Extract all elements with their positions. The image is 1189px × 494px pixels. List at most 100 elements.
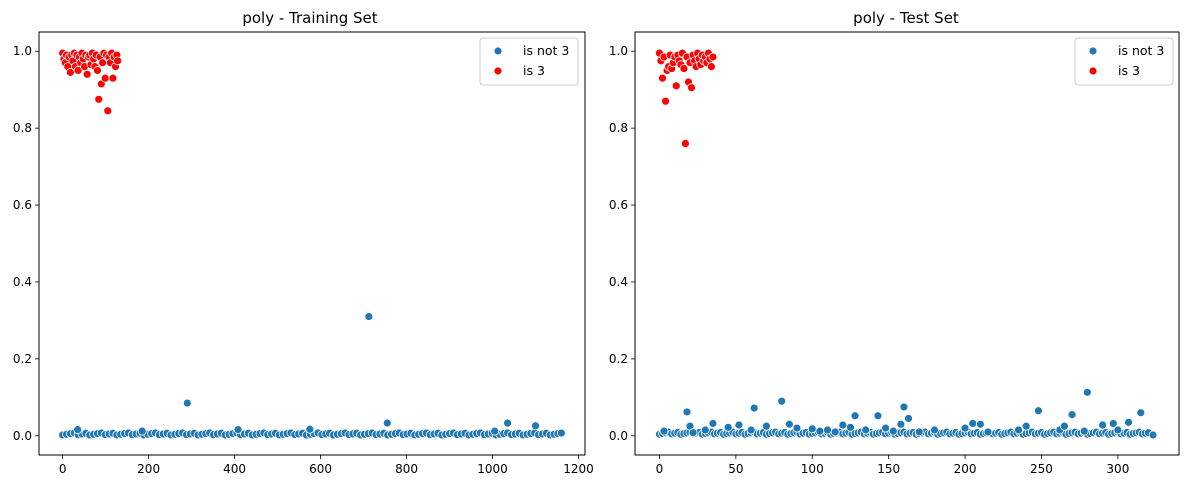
point-is-3 — [661, 96, 670, 106]
point-is-not-3 — [723, 422, 733, 432]
legend-marker-is-not-3 — [1088, 46, 1098, 56]
point-is-not-3 — [182, 398, 192, 408]
point-is-not-3 — [1014, 425, 1023, 435]
point-is-not-3 — [746, 425, 756, 435]
chart-training: poly - Training Set 0 200 400 600 800 1000 120… — [13, 9, 594, 476]
x-tick-label: 200 — [137, 462, 160, 476]
y-tick-label: 0.4 — [609, 275, 628, 289]
point-is-3 — [658, 73, 667, 83]
point-is-not-3 — [968, 419, 978, 428]
x-tick-label: 250 — [1030, 462, 1053, 476]
point-is-3 — [679, 64, 689, 73]
x-tick-label: 400 — [223, 462, 246, 476]
x-tick-label: 1200 — [563, 462, 594, 476]
plot-area — [655, 48, 1158, 440]
point-is-not-3 — [1079, 426, 1089, 436]
point-is-3 — [687, 83, 696, 93]
point-is-3 — [98, 58, 108, 68]
point-is-not-3 — [305, 424, 315, 434]
point-is-not-3 — [749, 403, 759, 413]
point-is-3 — [93, 66, 102, 75]
y-tick-label: 0.6 — [13, 198, 32, 212]
point-is-not-3 — [1082, 387, 1092, 397]
point-is-not-3 — [784, 419, 794, 429]
point-is-3 — [73, 66, 83, 75]
point-is-3 — [94, 94, 104, 104]
legend-frame — [479, 37, 579, 86]
chart-test: poly - Test Set 0 50 100 150 200 250 300 0.0 0.2… — [609, 9, 1180, 476]
plot-frame — [38, 31, 586, 456]
point-is-not-3 — [960, 423, 970, 433]
axes: 0 200 400 600 800 1000 1200 0.0 0.2 0.4 0.6 0.8 1.0 — [13, 44, 594, 476]
x-tick-label: 100 — [801, 462, 824, 476]
point-is-not-3 — [490, 426, 500, 436]
point-is-not-3 — [896, 419, 906, 429]
point-is-not-3 — [830, 427, 840, 437]
y-tick-label: 0.0 — [609, 429, 628, 443]
point-is-not-3 — [888, 426, 898, 436]
point-is-not-3 — [807, 424, 817, 434]
legend-marker-is-not-3 — [493, 46, 503, 56]
x-tick-label: 50 — [728, 462, 743, 476]
point-is-not-3 — [1148, 430, 1158, 440]
point-is-not-3 — [503, 418, 513, 428]
point-is-not-3 — [914, 427, 924, 437]
point-is-not-3 — [899, 402, 909, 412]
point-is-not-3 — [682, 407, 692, 417]
point-is-not-3 — [983, 427, 993, 437]
y-tick-label: 0.8 — [13, 121, 32, 135]
point-is-not-3 — [873, 411, 883, 421]
point-is-not-3 — [364, 312, 374, 321]
point-is-not-3 — [1059, 421, 1069, 431]
point-is-not-3 — [975, 419, 985, 429]
legend-label-is-not-3: is not 3 — [523, 43, 569, 58]
point-is-not-3 — [846, 422, 855, 432]
legend-label-is-3: is 3 — [1118, 63, 1140, 78]
x-tick-label: 1000 — [477, 462, 508, 476]
y-tick-label: 1.0 — [13, 44, 32, 58]
point-is-not-3 — [137, 426, 147, 436]
point-is-not-3 — [1136, 408, 1146, 418]
point-is-not-3 — [688, 428, 698, 438]
point-is-not-3 — [1034, 406, 1043, 416]
point-is-3 — [707, 62, 716, 72]
point-is-not-3 — [659, 426, 669, 436]
legend-marker-is-3 — [1088, 66, 1098, 76]
x-tick-label: 0 — [656, 462, 664, 476]
x-tick-label: 0 — [59, 462, 67, 476]
y-tick-label: 0.0 — [13, 429, 32, 443]
x-tick-label: 200 — [954, 462, 977, 476]
point-is-not-3 — [904, 414, 913, 423]
point-is-not-3 — [531, 421, 540, 431]
chart-title: poly - Training Set — [242, 9, 377, 27]
point-is-3 — [103, 106, 113, 116]
point-is-3 — [708, 52, 718, 62]
point-is-not-3 — [861, 425, 871, 435]
point-is-not-3 — [1113, 425, 1123, 435]
point-is-not-3 — [700, 425, 710, 435]
y-tick-label: 0.2 — [609, 352, 628, 366]
point-is-not-3 — [734, 420, 744, 430]
point-is-not-3 — [1098, 420, 1107, 430]
legend-label-is-not-3: is not 3 — [1118, 43, 1164, 58]
y-tick-label: 0.8 — [609, 121, 628, 135]
point-is-not-3 — [930, 425, 939, 435]
y-tick-label: 0.4 — [13, 275, 32, 289]
point-is-3 — [108, 73, 118, 83]
legend-label-is-3: is 3 — [523, 63, 545, 78]
point-is-not-3 — [1124, 417, 1133, 427]
point-is-not-3 — [850, 411, 860, 421]
point-is-3 — [681, 139, 690, 148]
point-is-not-3 — [382, 418, 392, 428]
point-is-3 — [671, 81, 681, 91]
point-is-not-3 — [838, 420, 848, 430]
y-tick-label: 1.0 — [609, 44, 628, 58]
axes: 0 50 100 150 200 250 300 0.0 0.2 0.4 0.6 0.8 1.0 — [609, 44, 1129, 476]
point-is-not-3 — [708, 419, 718, 428]
y-tick-label: 0.2 — [13, 352, 32, 366]
y-tick-label: 0.6 — [609, 198, 628, 212]
point-is-not-3 — [881, 423, 891, 433]
point-is-not-3 — [1021, 421, 1031, 431]
